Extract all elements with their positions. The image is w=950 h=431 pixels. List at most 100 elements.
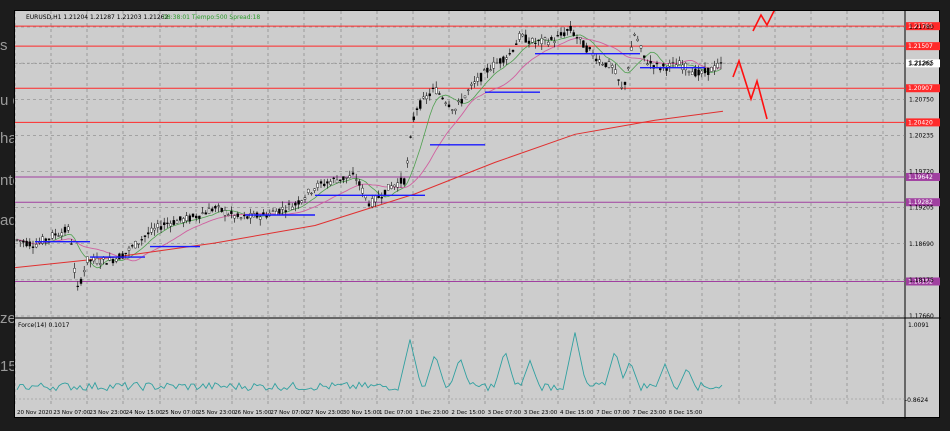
candle-body — [57, 235, 60, 237]
candle-body — [374, 195, 377, 203]
candle-body — [28, 241, 32, 247]
candle-body — [137, 243, 140, 245]
candle-body — [393, 184, 396, 188]
candle-body — [585, 45, 588, 53]
candle-body — [121, 253, 124, 259]
time-axis-label: 25 Nov 23:00 — [198, 410, 236, 416]
horizontal-levels[interactable]: 1.21792 1.21507 1.21262 1.20907 1.20420 1.196… — [15, 22, 940, 286]
candle-body — [441, 97, 444, 100]
candle-body — [300, 200, 303, 203]
candle-body — [470, 83, 473, 86]
candle-body — [178, 216, 182, 221]
price-tick-label: 1.19720 — [909, 169, 934, 176]
candle-body — [515, 43, 518, 45]
candle-body — [422, 96, 425, 99]
chart-canvas[interactable]: 1.21792 1.21507 1.21262 1.20907 1.20420 1.196… — [14, 8, 941, 419]
candle-body — [63, 226, 67, 233]
candle-body — [134, 241, 137, 249]
candle-body — [355, 179, 358, 181]
price-tick-label: 1.21780 — [909, 24, 934, 31]
price-tick-label: 1.18175 — [909, 277, 934, 284]
price-tick-label: 1.19205 — [909, 205, 934, 212]
candle-body — [431, 87, 435, 90]
time-axis-label: 27 Nov 07:00 — [270, 410, 308, 416]
price-tick-label: 1.20235 — [909, 132, 934, 139]
candle-body — [51, 232, 54, 239]
candle-body — [25, 240, 28, 247]
symbol-info: EURUSD,H1 1.21204 1.21287 1.21203 1.2126… — [26, 14, 169, 21]
candle-body — [454, 108, 457, 111]
price-level-badge — [906, 84, 940, 93]
candle-body — [623, 81, 627, 85]
candle-body — [70, 243, 73, 245]
candle-body — [476, 77, 479, 82]
candle-body — [339, 179, 342, 182]
candle-body — [678, 60, 681, 65]
candle-body — [105, 263, 108, 265]
candle-body — [595, 58, 598, 62]
candle-body — [643, 55, 646, 58]
candle-body — [287, 203, 291, 205]
candle-body — [217, 205, 220, 207]
candle-body — [310, 192, 313, 195]
pivot-lines — [35, 52, 705, 258]
candle-body — [169, 223, 172, 227]
candle-body — [278, 208, 281, 214]
candle-body — [313, 188, 316, 191]
time-axis-label: 25 Nov 07:00 — [162, 410, 200, 416]
candle-body — [73, 268, 76, 273]
candle-body — [633, 34, 636, 36]
candle-body — [403, 178, 406, 185]
price-level-badge — [906, 42, 940, 51]
candle-body — [284, 210, 287, 213]
candle-body — [230, 211, 233, 215]
candle-body — [92, 257, 96, 262]
candle-body — [524, 34, 527, 43]
indicator-top-value: 1.0091 — [908, 322, 929, 329]
time-axis-label: 8 Dec 15:00 — [669, 410, 703, 416]
candle-body — [166, 222, 169, 224]
price-chart-window[interactable]: 1.21792 1.21507 1.21262 1.20907 1.20420 1.196… — [14, 8, 941, 419]
candle-body — [258, 216, 262, 220]
candle-body — [710, 67, 713, 72]
candle-body — [294, 202, 297, 206]
candle-body — [111, 259, 115, 264]
candle-body — [35, 244, 38, 248]
candle-body — [697, 69, 700, 76]
candle-body — [598, 59, 601, 63]
background-fragment: ze — [0, 310, 16, 327]
candle-body — [18, 240, 22, 242]
candle-body — [518, 33, 521, 40]
candle-body — [76, 285, 79, 288]
candle-body — [140, 239, 144, 241]
candle-body — [691, 71, 694, 75]
candle-body — [223, 210, 227, 216]
candle-body — [236, 213, 240, 217]
candle-body — [435, 87, 438, 95]
candle-body — [675, 64, 678, 68]
candle-body — [291, 206, 294, 210]
candle-body — [601, 64, 604, 66]
candle-body — [713, 65, 716, 71]
candle-body — [438, 93, 441, 95]
candle-body — [297, 200, 300, 205]
price-level-badge — [906, 277, 940, 286]
candle-body — [479, 72, 483, 82]
price-level-label: 1.20420 — [908, 119, 933, 126]
candle-body — [220, 208, 224, 212]
candle-body — [534, 42, 537, 44]
candle-body — [95, 257, 99, 264]
candle-body — [662, 63, 665, 67]
candle-body — [114, 258, 118, 262]
time-axis-label: 2 Dec 15:00 — [451, 410, 485, 416]
price-level-label: 1.19642 — [908, 174, 933, 181]
slow-moving-average — [14, 110, 724, 269]
candle-body — [371, 198, 374, 207]
time-axis-label: 3 Dec 07:00 — [488, 410, 522, 416]
candle-body — [540, 38, 543, 45]
candle-body — [415, 108, 419, 110]
candle-body — [86, 256, 89, 263]
price-level-label: 1.21262 — [908, 60, 933, 67]
price-axis: 1.21780 1.21265 1.20750 1.20235 1.19720 1.192… — [909, 24, 934, 320]
time-axis-label: 20 Nov 2020 — [17, 410, 53, 416]
